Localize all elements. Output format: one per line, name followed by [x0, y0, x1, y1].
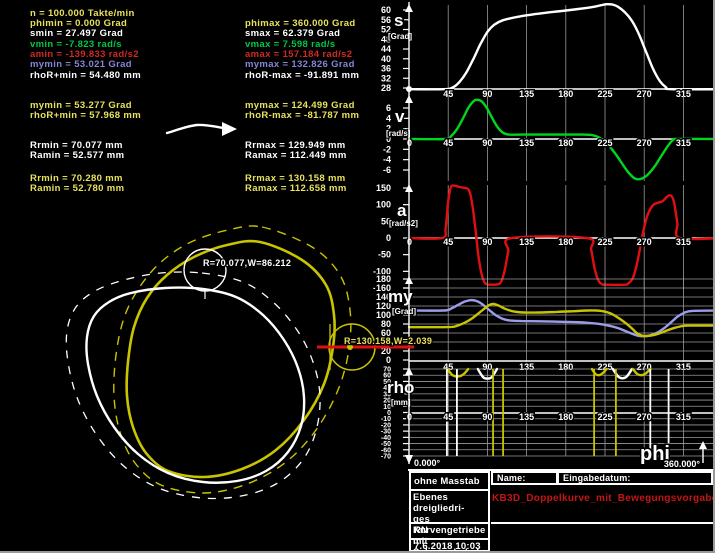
- rotation-arrow-head: [222, 122, 237, 136]
- param-line: rhoR-max = -81.787 mm: [245, 110, 359, 121]
- name-field-box: Name:: [491, 471, 558, 485]
- a-xtick-label: 180: [558, 237, 573, 247]
- rho-xtick-label: 315: [676, 412, 691, 422]
- a-xtick-label: 270: [637, 237, 652, 247]
- rho-axis-title: rho: [387, 378, 414, 397]
- param-line: rhoR-max = -91.891 mm: [245, 70, 359, 81]
- title-block-left-column: ohne Masstab Ebenes dreigliedri- ges Kur…: [409, 471, 490, 552]
- v-xtick-label: 225: [597, 138, 612, 148]
- my-axis-unit: [Grad]: [392, 307, 416, 316]
- v-ytick-label: -4: [383, 155, 391, 165]
- s-ytick-label: 56: [381, 15, 391, 25]
- rho-xtick-label: 180: [558, 412, 573, 422]
- rho-xtick-label: 225: [597, 412, 612, 422]
- param-line: smin = 27.497 Grad: [30, 28, 123, 39]
- project-filename: KB3D_Doppelkurve_mit_Bewegungsvorgabe_: [492, 493, 715, 504]
- my-ytick-label: 0: [386, 355, 391, 365]
- v-axis-unit: [rad/s]: [386, 129, 411, 138]
- name-label: Name:: [497, 473, 526, 483]
- rho-xtick-label: 270: [637, 412, 652, 422]
- a-axis-title: a: [397, 201, 407, 220]
- cam-radius-label-1: R=70.077,W=86.212: [203, 258, 291, 268]
- rho-ytick-label: -70: [381, 454, 391, 461]
- rho-xtick-label: 135: [519, 412, 534, 422]
- param-line: Ramin = 52.780 mm: [30, 183, 124, 194]
- a-xtick-label: 225: [597, 237, 612, 247]
- v-xtick-label: 135: [519, 138, 534, 148]
- a-xtick-label: 135: [519, 237, 534, 247]
- phi-axis-down-arrow: [405, 455, 413, 464]
- rho-xtick-label: 90: [482, 412, 492, 422]
- v-xtick-label: 315: [676, 138, 691, 148]
- param-line: mymin = 53.021 Grad: [30, 59, 132, 70]
- v-ytick-label: -2: [383, 144, 391, 154]
- param-line: rhoR+min = 54.480 mm: [30, 70, 141, 81]
- divider: [411, 538, 488, 540]
- s-ytick-label: 44: [381, 44, 391, 54]
- v-axis-title: v: [395, 107, 405, 126]
- a-axis-unit: [rad/s2]: [389, 219, 418, 228]
- v-ytick-label: -6: [383, 165, 391, 175]
- a-ytick-label: 100: [376, 200, 391, 210]
- a-ytick-label: 0: [386, 233, 391, 243]
- s-curve: [409, 4, 715, 89]
- v-xtick-label: 270: [637, 138, 652, 148]
- phi-start-label: 0.000°: [414, 458, 441, 468]
- s-ytick-label: 28: [381, 83, 391, 93]
- input-date-label: Eingabedatum:: [563, 473, 631, 483]
- s-ytick-label: 32: [381, 73, 391, 83]
- param-line: Ramax = 112.449 mm: [245, 150, 347, 161]
- application-window: 6056524844403632284590135180225270315360…: [0, 0, 715, 553]
- param-line: mymax = 132.826 Grad: [245, 59, 355, 70]
- param-line: Ramax = 112.658 mm: [245, 183, 347, 194]
- roller-circle-small: [184, 249, 226, 291]
- v-ytick-label: 6: [386, 103, 391, 113]
- v-xtick-label: 45: [443, 138, 453, 148]
- v-xtick-label: 180: [558, 138, 573, 148]
- a-xtick-label: 90: [482, 237, 492, 247]
- phi-end-up-arrow: [699, 441, 707, 449]
- v-xtick-label: 90: [482, 138, 492, 148]
- a-xtick-label: 45: [443, 237, 453, 247]
- divider: [411, 522, 488, 524]
- s-axis-title: s: [394, 11, 403, 30]
- cam-radius-label-2: R=130.158,W=2.039: [344, 336, 432, 346]
- param-line: smax = 62.379 Grad: [245, 28, 340, 39]
- my-cam2-curve: [409, 304, 715, 336]
- a-curve: [409, 186, 715, 285]
- v-ytick-label: 4: [386, 113, 391, 123]
- s-ytick-label: 60: [381, 5, 391, 15]
- rho-xtick-label: 45: [443, 412, 453, 422]
- phi-end-label: 360.000°: [664, 459, 701, 469]
- s-ytick-label: 36: [381, 64, 391, 74]
- cam2-profile: [127, 241, 335, 477]
- rho-axis-unit: [mm]: [391, 398, 411, 407]
- a-ytick-label: -50: [378, 250, 391, 260]
- author-initials: RN: [414, 525, 428, 536]
- param-line: Ramin = 52.577 mm: [30, 150, 124, 161]
- divider: [411, 489, 488, 491]
- scale-note: ohne Masstab: [414, 476, 480, 487]
- a-ytick-label: 150: [376, 183, 391, 193]
- a-xtick-label: 315: [676, 237, 691, 247]
- divider: [491, 522, 713, 524]
- rotation-arrow-tail: [167, 125, 224, 133]
- param-line: rhoR+min = 57.968 mm: [30, 110, 141, 121]
- input-date-field-box: Eingabedatum:: [557, 471, 713, 485]
- s-ytick-label: 40: [381, 54, 391, 64]
